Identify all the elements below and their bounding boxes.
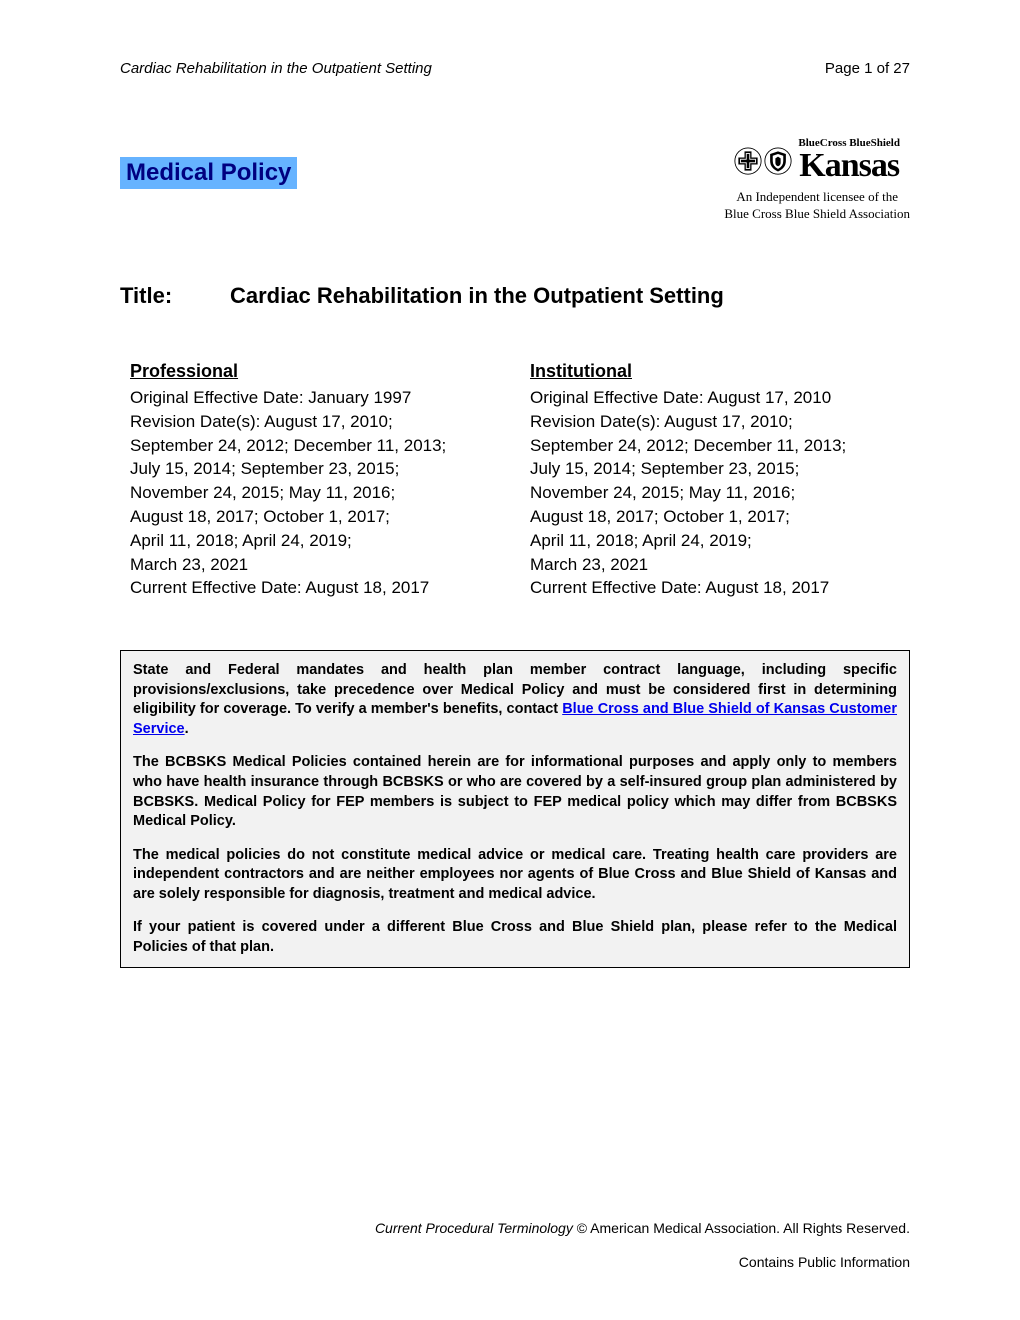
prof-rev-line: September 24, 2012; December 11, 2013; bbox=[130, 434, 510, 458]
cpt-italic: Current Procedural Terminology bbox=[375, 1220, 573, 1236]
header-doc-title: Cardiac Rehabilitation in the Outpatient… bbox=[120, 60, 432, 77]
document-page: Cardiac Rehabilitation in the Outpatient… bbox=[0, 0, 1020, 1320]
document-title-row: Title: Cardiac Rehabilitation in the Out… bbox=[120, 283, 910, 309]
prof-original-date: Original Effective Date: January 1997 bbox=[130, 386, 510, 410]
professional-column: Professional Original Effective Date: Ja… bbox=[130, 359, 510, 600]
bluecross-icon bbox=[734, 147, 762, 175]
prof-rev-line: August 18, 2017; October 1, 2017; bbox=[130, 505, 510, 529]
prof-rev-line: March 23, 2021 bbox=[130, 553, 510, 577]
prof-rev-line: July 15, 2014; September 23, 2015; bbox=[130, 457, 510, 481]
inst-rev-line: March 23, 2021 bbox=[530, 553, 910, 577]
inst-rev-line: September 24, 2012; December 11, 2013; bbox=[530, 434, 910, 458]
dates-columns: Professional Original Effective Date: Ja… bbox=[120, 359, 910, 600]
inst-rev-line: November 24, 2015; May 11, 2016; bbox=[530, 481, 910, 505]
footer-public-info: Contains Public Information bbox=[120, 1254, 910, 1270]
prof-revision-intro: Revision Date(s): August 17, 2010; bbox=[130, 410, 510, 434]
footer-cpt-line: Current Procedural Terminology © America… bbox=[120, 1220, 910, 1236]
prof-rev-line: April 11, 2018; April 24, 2019; bbox=[130, 529, 510, 553]
page-footer: Current Procedural Terminology © America… bbox=[120, 1220, 910, 1270]
logo-row: BlueCross BlueShield Kansas bbox=[724, 137, 910, 185]
inst-rev-line: April 11, 2018; April 24, 2019; bbox=[530, 529, 910, 553]
notice-paragraph-4: If your patient is covered under a diffe… bbox=[133, 918, 897, 957]
licensee-text: An Independent licensee of the Blue Cros… bbox=[724, 189, 910, 223]
kansas-text: Kansas bbox=[798, 147, 900, 185]
professional-heading: Professional bbox=[130, 359, 510, 384]
title-text: Cardiac Rehabilitation in the Outpatient… bbox=[230, 283, 724, 309]
notice-paragraph-1: State and Federal mandates and health pl… bbox=[133, 661, 897, 739]
notice-paragraph-2: The BCBSKS Medical Policies contained he… bbox=[133, 753, 897, 831]
institutional-column: Institutional Original Effective Date: A… bbox=[530, 359, 910, 600]
licensee-line1: An Independent licensee of the bbox=[724, 189, 910, 206]
title-label: Title: bbox=[120, 283, 230, 309]
notice-p1-post: . bbox=[185, 721, 189, 737]
licensee-line2: Blue Cross Blue Shield Association bbox=[724, 206, 910, 223]
inst-revision-intro: Revision Date(s): August 17, 2010; bbox=[530, 410, 910, 434]
inst-rev-line: August 18, 2017; October 1, 2017; bbox=[530, 505, 910, 529]
inst-rev-line: July 15, 2014; September 23, 2015; bbox=[530, 457, 910, 481]
inst-current-date: Current Effective Date: August 18, 2017 bbox=[530, 576, 910, 600]
bcbs-emblems bbox=[734, 147, 792, 175]
inst-original-date: Original Effective Date: August 17, 2010 bbox=[530, 386, 910, 410]
bcbs-logo-block: BlueCross BlueShield Kansas An Independe… bbox=[724, 137, 910, 223]
cpt-rest: © American Medical Association. All Righ… bbox=[573, 1220, 910, 1236]
title-logo-row: Medical Policy bbox=[120, 137, 910, 223]
logo-text-stack: BlueCross BlueShield Kansas bbox=[798, 137, 900, 185]
notice-paragraph-3: The medical policies do not constitute m… bbox=[133, 846, 897, 905]
institutional-heading: Institutional bbox=[530, 359, 910, 384]
medical-policy-badge: Medical Policy bbox=[120, 157, 297, 189]
prof-current-date: Current Effective Date: August 18, 2017 bbox=[130, 576, 510, 600]
prof-rev-line: November 24, 2015; May 11, 2016; bbox=[130, 481, 510, 505]
page-number: Page 1 of 27 bbox=[825, 60, 910, 77]
running-header: Cardiac Rehabilitation in the Outpatient… bbox=[120, 60, 910, 77]
notice-box: State and Federal mandates and health pl… bbox=[120, 650, 910, 968]
blueshield-icon bbox=[764, 147, 792, 175]
medical-policy-badge-wrap: Medical Policy bbox=[120, 137, 297, 189]
